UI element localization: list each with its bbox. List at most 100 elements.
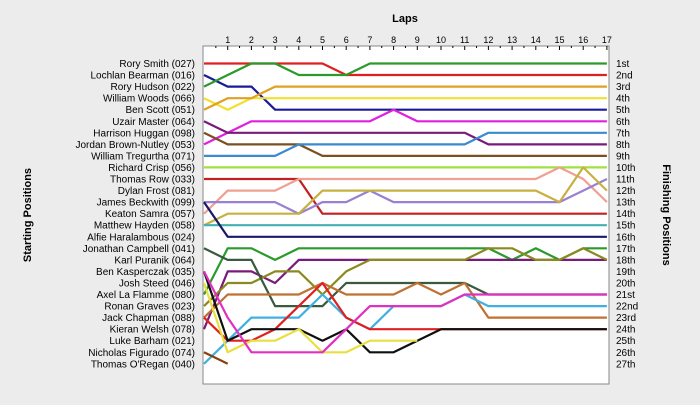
starting-position-label: Kieran Welsh (078) xyxy=(110,325,195,336)
x-tick-label: 1 xyxy=(225,35,230,45)
series-line xyxy=(203,62,607,88)
y-label-right: Finishing Positions xyxy=(660,164,672,265)
series-line xyxy=(203,97,607,111)
finishing-position-label: 21st xyxy=(616,290,635,301)
series-lines xyxy=(202,62,608,365)
x-tick-label: 3 xyxy=(273,35,278,45)
starting-position-label: Keaton Samra (057) xyxy=(105,209,195,220)
series-line xyxy=(204,178,608,215)
finishing-position-label: 13th xyxy=(616,198,635,209)
series-line xyxy=(203,281,607,319)
finishing-position-label: 23rd xyxy=(616,313,636,324)
finishing-position-label: 2nd xyxy=(616,71,633,82)
x-tick-label: 10 xyxy=(436,35,446,45)
finishing-position-label: 22nd xyxy=(616,302,638,313)
starting-position-label: Ben Scott (051) xyxy=(126,105,195,116)
starting-position-label: Thomas O'Regan (040) xyxy=(91,359,195,370)
finishing-position-label: 24th xyxy=(616,325,635,336)
series-line xyxy=(204,177,607,215)
finishing-position-label: 12th xyxy=(616,186,635,197)
finishing-position-label: 6th xyxy=(616,117,630,128)
series-line xyxy=(203,247,607,296)
finishing-position-label: 27th xyxy=(616,359,635,370)
starting-position-label: Uzair Master (064) xyxy=(112,117,195,128)
series-line xyxy=(203,85,607,111)
finishing-position-label: 19th xyxy=(616,267,635,278)
starting-position-label: Nicholas Figurado (074) xyxy=(88,348,195,359)
x-tick-label: 7 xyxy=(367,35,372,45)
starting-position-label: Axel La Flamme (080) xyxy=(97,290,195,301)
x-tick-label: 8 xyxy=(391,35,396,45)
starting-position-label: Thomas Row (033) xyxy=(110,175,195,186)
finishing-position-label: 16th xyxy=(616,232,635,243)
x-tick-label: 11 xyxy=(460,35,469,45)
finishing-position-label: 11th xyxy=(616,175,635,186)
x-tick-label: 9 xyxy=(415,35,420,45)
starting-position-label: Lochlan Bearman (016) xyxy=(90,71,195,82)
x-tick-label: 14 xyxy=(531,35,541,45)
starting-position-label: Harrison Huggan (098) xyxy=(93,128,195,139)
starting-position-label: Alfie Haralambous (024) xyxy=(87,232,195,243)
starting-position-label: William Woods (066) xyxy=(103,94,195,105)
plot-area xyxy=(202,45,610,385)
finishing-position-label: 14th xyxy=(616,209,635,220)
series-line xyxy=(203,166,608,227)
finishing-position-label: 8th xyxy=(616,140,630,151)
x-tick-label: 4 xyxy=(296,35,301,45)
series-line xyxy=(203,270,607,354)
series-line xyxy=(202,282,418,354)
series-line xyxy=(202,271,607,354)
starting-position-label: Luke Barham (021) xyxy=(109,336,195,347)
y-label-left: Starting Positions xyxy=(22,168,34,262)
series-line xyxy=(203,120,607,146)
x-tick-label: 16 xyxy=(578,35,588,45)
series-line xyxy=(203,351,229,365)
x-tick-label: 6 xyxy=(344,35,349,45)
starting-position-label: Ben Kasperczak (035) xyxy=(96,267,195,278)
starting-position-label: Josh Steed (046) xyxy=(119,278,195,289)
series-line xyxy=(203,247,608,307)
finishing-position-label: 17th xyxy=(616,244,635,255)
starting-position-label: Rory Smith (027) xyxy=(119,59,195,70)
chart-title: Laps xyxy=(392,13,418,25)
starting-position-label: Jack Chapman (088) xyxy=(102,313,195,324)
finishing-position-label: 15th xyxy=(616,221,635,232)
starting-position-label: Matthew Hayden (058) xyxy=(94,221,195,232)
starting-position-label: Richard Crisp (056) xyxy=(108,163,195,174)
x-tick-label: 2 xyxy=(249,35,254,45)
x-tick-label: 15 xyxy=(554,35,564,45)
finishing-position-label: 25th xyxy=(616,336,635,347)
finishing-position-label: 26th xyxy=(616,348,635,359)
finishing-position-label: 7th xyxy=(616,128,630,139)
finishing-position-label: 3rd xyxy=(616,82,630,93)
x-tick-label: 17 xyxy=(602,35,612,45)
finishing-positions: 1st2nd3rd4th5th6th7th8th9th10th11th12th1… xyxy=(616,59,638,370)
starting-position-label: Karl Puranik (064) xyxy=(114,255,195,266)
starting-position-label: Rory Hudson (022) xyxy=(111,82,195,93)
starting-position-label: Jonathan Campbell (041) xyxy=(83,244,195,255)
finishing-position-label: 5th xyxy=(616,105,630,116)
series-line xyxy=(203,131,607,157)
finishing-position-label: 4th xyxy=(616,94,630,105)
series-line xyxy=(203,166,608,215)
series-line xyxy=(203,201,607,238)
starting-position-label: William Tregurtha (071) xyxy=(91,151,195,162)
finishing-position-label: 1st xyxy=(616,59,630,70)
starting-position-label: Dylan Frost (081) xyxy=(118,186,195,197)
starting-positions: Rory Smith (027)Lochlan Bearman (016)Ror… xyxy=(76,59,196,370)
finishing-position-label: 9th xyxy=(616,151,630,162)
series-line xyxy=(203,108,607,146)
series-line xyxy=(204,131,607,157)
x-tick-label: 12 xyxy=(483,35,493,45)
finishing-position-label: 18th xyxy=(616,255,635,266)
finishing-position-label: 20th xyxy=(616,278,635,289)
starting-position-label: Jordan Brown-Nutley (053) xyxy=(76,140,196,151)
x-tick-label: 5 xyxy=(320,35,325,45)
starting-position-label: Ronan Graves (023) xyxy=(104,302,195,313)
x-axis: 1 2 3 4 5 6 7 8 9 10 11 12 13 14 15 16 17 xyxy=(215,35,612,50)
series-line xyxy=(203,74,607,111)
starting-position-label: James Beckwith (099) xyxy=(97,198,195,209)
finishing-position-label: 10th xyxy=(616,163,635,174)
x-tick-label: 13 xyxy=(507,35,517,45)
